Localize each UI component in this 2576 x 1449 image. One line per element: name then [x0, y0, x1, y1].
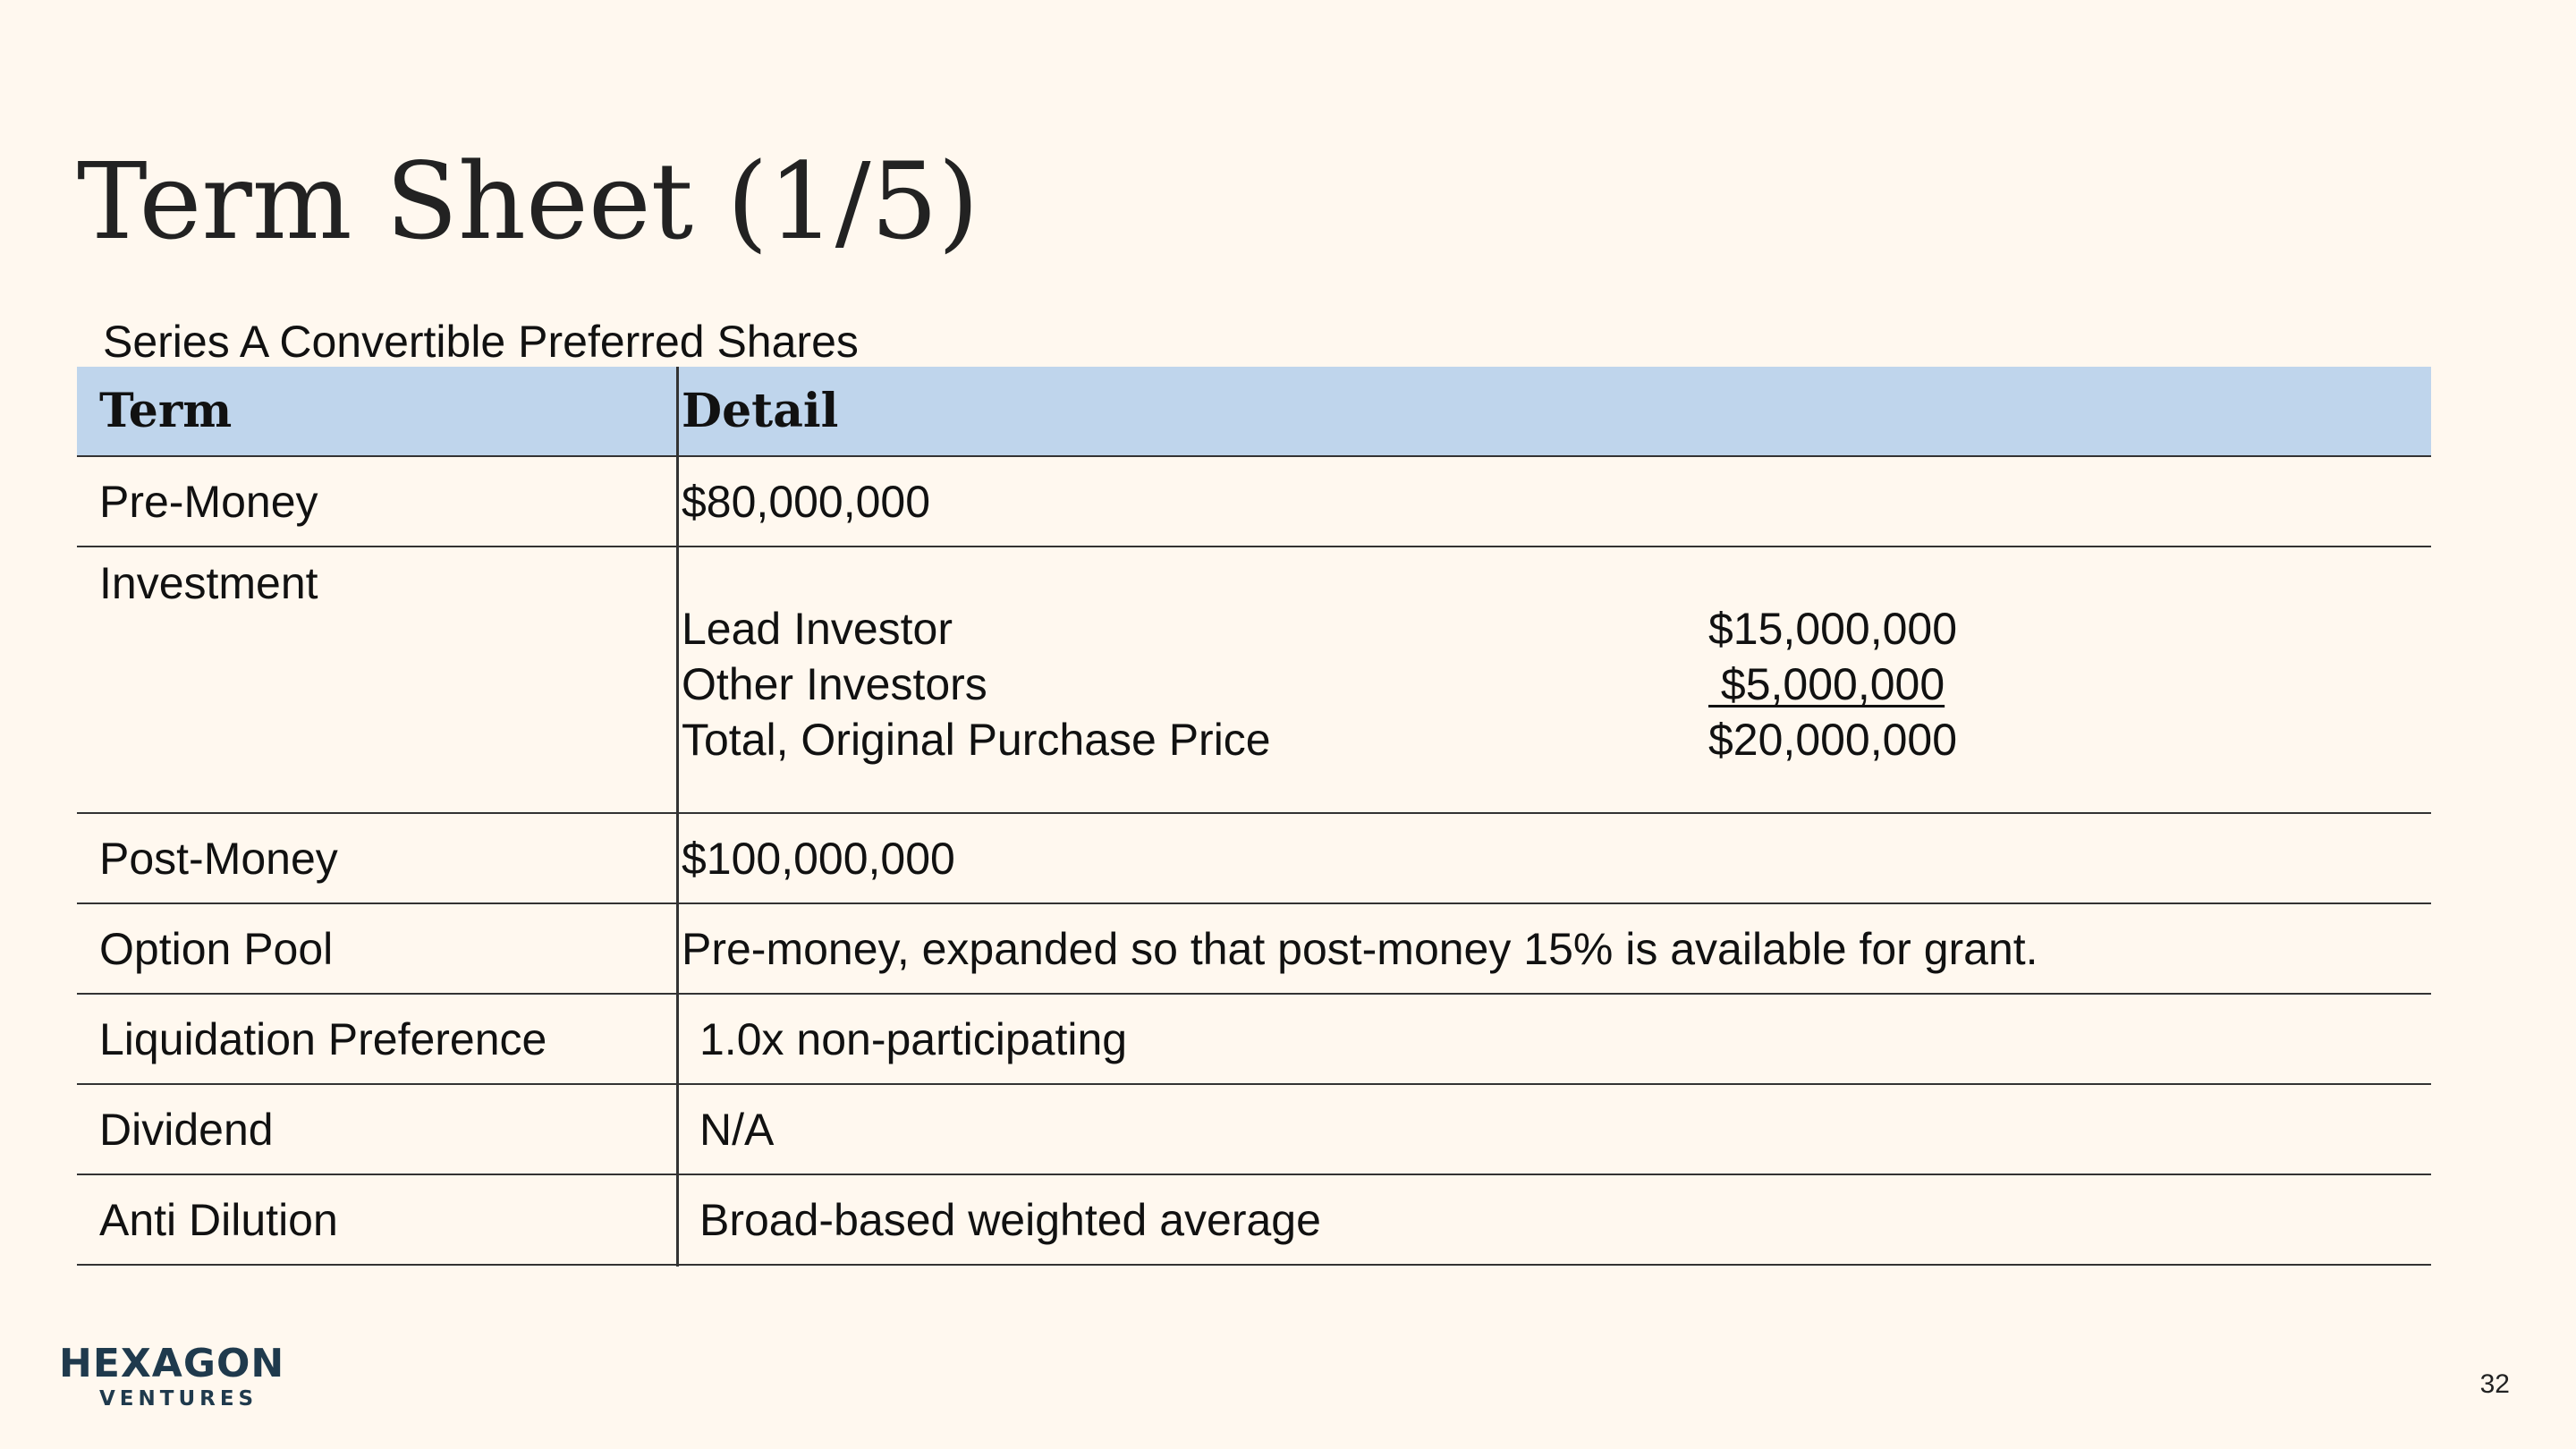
detail-cell: Pre-money, expanded so that post-money 1… — [682, 924, 2038, 974]
investor-label: Total, Original Purchase Price — [682, 715, 1271, 765]
table-row: Dividend N/A — [77, 1085, 2431, 1176]
term-cell: Anti Dilution — [99, 1195, 338, 1245]
list-item: Total, Original Purchase Price $20,000,0… — [682, 712, 2059, 767]
table-row: Option Pool Pre-money, expanded so that … — [77, 904, 2431, 996]
table-caption: Series A Convertible Preferred Shares — [103, 317, 859, 367]
header-term: Term — [99, 384, 233, 438]
term-cell: Post-Money — [99, 834, 338, 884]
page-number: 32 — [2479, 1369, 2510, 1399]
detail-cell: $80,000,000 — [682, 477, 931, 527]
term-cell: Option Pool — [99, 924, 334, 974]
column-divider — [676, 1085, 679, 1176]
table-header-row: Term Detail — [77, 367, 2431, 458]
header-detail: Detail — [682, 384, 839, 438]
investment-breakdown: Lead Investor $15,000,000 Other Investor… — [682, 601, 2059, 767]
investment-amount: $20,000,000 — [1708, 715, 1958, 765]
detail-cell: N/A — [699, 1105, 775, 1155]
investor-label: Other Investors — [682, 659, 987, 709]
list-item: Other Investors $5,000,000 — [682, 657, 2059, 712]
column-divider — [676, 457, 679, 548]
column-divider — [676, 814, 679, 905]
detail-cell: Broad-based weighted average — [699, 1195, 1321, 1245]
column-divider — [676, 547, 679, 815]
table-row: Liquidation Preference 1.0x non-particip… — [77, 995, 2431, 1086]
logo-wordmark: HEXAGON — [59, 1341, 285, 1386]
logo-subtext: VENTURES — [99, 1387, 258, 1411]
term-cell: Liquidation Preference — [99, 1014, 547, 1064]
column-divider — [676, 367, 679, 458]
table-row: Pre-Money $80,000,000 — [77, 457, 2431, 548]
table-row: Post-Money $100,000,000 — [77, 814, 2431, 905]
hexagon-ventures-logo: HEXAGON VENTURES — [59, 1342, 301, 1413]
column-divider — [676, 995, 679, 1086]
term-cell: Investment — [99, 558, 318, 608]
table-row: Investment Lead Investor $15,000,000 Oth… — [77, 547, 2431, 815]
column-divider — [676, 904, 679, 996]
column-divider — [676, 1175, 679, 1267]
list-item: Lead Investor $15,000,000 — [682, 601, 2059, 657]
investment-amount: $5,000,000 — [1708, 659, 1945, 709]
investor-label: Lead Investor — [682, 604, 953, 654]
detail-cell: 1.0x non-participating — [699, 1014, 1128, 1064]
investment-amount: $15,000,000 — [1708, 604, 1958, 654]
term-sheet-table: Term Detail Pre-Money $80,000,000 Invest… — [77, 367, 2431, 1267]
slide-title: Term Sheet (1/5) — [77, 140, 979, 263]
term-cell: Dividend — [99, 1105, 274, 1155]
term-cell: Pre-Money — [99, 477, 318, 527]
detail-cell: $100,000,000 — [682, 834, 955, 884]
table-row: Anti Dilution Broad-based weighted avera… — [77, 1175, 2431, 1267]
